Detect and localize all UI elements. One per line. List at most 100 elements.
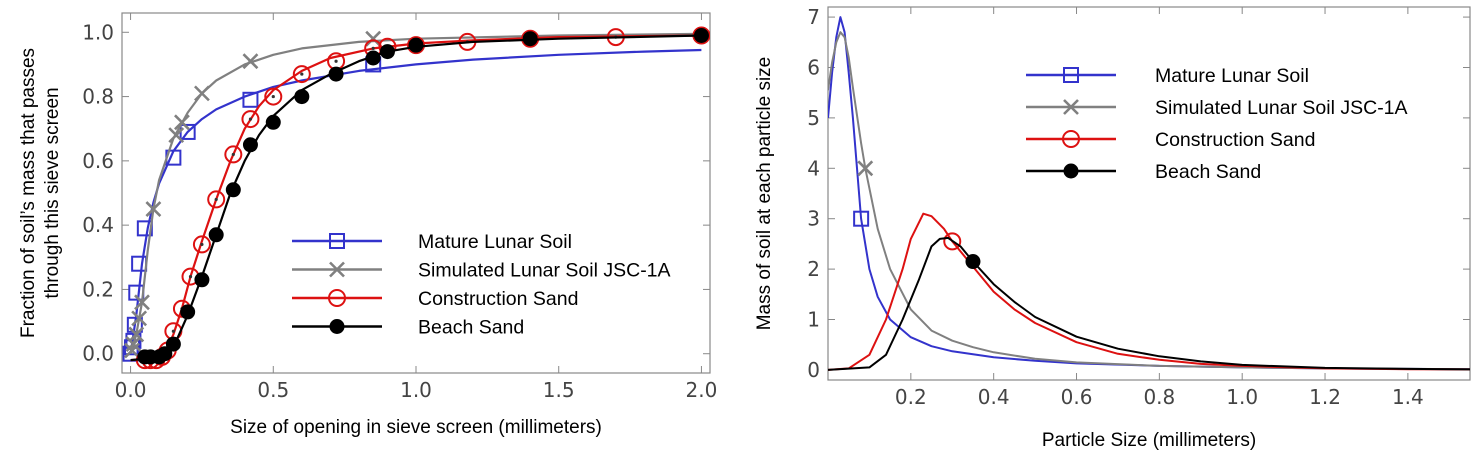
data-point-beach-sand [225, 182, 241, 198]
x-tick-label: 1.2 [1309, 385, 1341, 409]
data-point-beach-sand [693, 28, 709, 43]
data-point-simulated-lunar-soil-jsc-1a [242, 53, 259, 70]
data-point-simulated-lunar-soil-jsc-1a [134, 294, 150, 311]
y-tick-label: 0 [807, 358, 820, 382]
series-simulated-lunar-soil-jsc-1a [828, 31, 1470, 371]
y-tick-label: 0.8 [82, 85, 114, 109]
series-line-construction-sand [130, 34, 702, 362]
y-tick-label: 7 [807, 5, 820, 29]
data-point-beach-sand [294, 89, 310, 105]
y-tick-label: 3 [807, 207, 820, 231]
data-point-simulated-lunar-soil-jsc-1a [145, 201, 162, 217]
legend-label: Beach Sand [1155, 161, 1261, 183]
y-tick-label: 0.2 [82, 277, 114, 301]
data-point-simulated-lunar-soil-jsc-1a [365, 30, 382, 47]
series-line-mature-lunar-soil [828, 16, 1470, 371]
y-tick-label: 0.6 [82, 149, 114, 173]
x-tick-label: 0.6 [1061, 385, 1093, 409]
legend-entry-simulated-lunar-soil-jsc-1a: Simulated Lunar Soil JSC-1A [292, 260, 671, 282]
data-point-mature-lunar-soil [242, 91, 259, 108]
x-tick-label: 1.0 [1226, 385, 1258, 409]
data-point-center [200, 242, 204, 247]
series-line-construction-sand [828, 212, 1470, 371]
data-point-simulated-lunar-soil-jsc-1a [857, 160, 874, 177]
x-tick-label: 0.5 [257, 378, 289, 402]
legend: Mature Lunar Soil Simulated Lunar Soil JS… [292, 231, 671, 339]
data-point-mature-lunar-soil [131, 255, 148, 272]
x-tick-label: 1.4 [1392, 385, 1424, 409]
series-line-simulated-lunar-soil-jsc-1a [129, 32, 702, 355]
legend-entry-construction-sand: Construction Sand [1026, 129, 1315, 151]
data-point-construction-sand [264, 87, 283, 106]
legend-label: Mature Lunar Soil [418, 231, 572, 253]
series-simulated-lunar-soil-jsc-1a [124, 30, 702, 359]
y-tick-label: 2 [807, 257, 820, 281]
x-tick-label: 0.2 [895, 385, 927, 409]
data-point-mature-lunar-soil [853, 210, 870, 227]
legend-marker [1063, 67, 1079, 83]
legend-marker [1062, 130, 1080, 148]
data-point-beach-sand [522, 31, 538, 47]
y-axis-label-line: through this sieve screen [42, 87, 63, 298]
legend-marker [328, 289, 346, 307]
legend-marker [1063, 99, 1079, 115]
sieve-passing-chart: 0.0 0.5 1.0 1.5 2.0 0.0 0.2 0.4 0.6 0.8 1.0 Mature … [18, 12, 718, 438]
data-point-beach-sand [157, 346, 173, 362]
data-point-beach-sand [965, 254, 981, 270]
data-point-construction-sand [192, 235, 211, 254]
data-point-center [248, 117, 253, 121]
data-point-beach-sand [379, 44, 395, 60]
data-point-construction-sand [292, 65, 311, 84]
data-point-construction-sand [207, 190, 226, 209]
x-tick-label: 1.5 [543, 378, 575, 402]
legend-label: Simulated Lunar Soil JSC-1A [418, 260, 671, 282]
x-tick-label: 0.0 [115, 378, 147, 402]
data-point-center [171, 329, 175, 333]
legend: Mature Lunar Soil Simulated Lunar Soil JS… [1026, 65, 1408, 183]
data-point-construction-sand [224, 145, 243, 164]
data-point-beach-sand [265, 114, 281, 130]
y-tick-label: 1.0 [82, 20, 114, 44]
data-point-center [231, 152, 235, 157]
series-mature-lunar-soil [828, 16, 1470, 371]
data-point-beach-sand [180, 304, 196, 320]
data-point-center [334, 59, 338, 63]
x-tick-label: 0.8 [1143, 385, 1175, 409]
x-tick-label: 0.4 [978, 385, 1010, 409]
legend-marker [329, 319, 345, 334]
legend-label: Beach Sand [418, 317, 524, 339]
legend-label: Construction Sand [418, 288, 578, 310]
series-beach-sand [130, 28, 709, 365]
data-point-beach-sand [328, 66, 344, 82]
y-tick-label: 0.4 [82, 213, 114, 237]
particle-size-distribution-chart: 0.2 0.4 0.6 0.8 1.0 1.2 1.4 0 1 2 3 4 5 6 7 Mature Luna… [754, 5, 1471, 451]
legend-entry-mature-lunar-soil: Mature Lunar Soil [1026, 65, 1309, 87]
y-tick-label: 5 [807, 106, 820, 130]
plot-frame [827, 6, 1471, 381]
x-tick-label: 2.0 [686, 378, 718, 402]
legend-entry-mature-lunar-soil: Mature Lunar Soil [292, 231, 572, 253]
legend-entry-beach-sand: Beach Sand [1026, 161, 1261, 183]
data-point-simulated-lunar-soil-jsc-1a [131, 310, 148, 327]
x-tick-label: 1.0 [400, 378, 432, 402]
series-line-mature-lunar-soil [129, 48, 702, 354]
series-line-beach-sand [130, 34, 702, 362]
legend-entry-simulated-lunar-soil-jsc-1a: Simulated Lunar Soil JSC-1A [1026, 97, 1408, 119]
data-point-simulated-lunar-soil-jsc-1a [125, 336, 142, 352]
data-point-beach-sand [165, 336, 181, 352]
data-point-construction-sand [241, 110, 260, 129]
x-axis-label: Particle Size (millimeters) [1042, 430, 1256, 451]
data-point-simulated-lunar-soil-jsc-1a [168, 127, 185, 144]
series-line-beach-sand [828, 236, 1470, 371]
y-axis-label: Mass of soil at each particle size [754, 57, 775, 331]
data-point-simulated-lunar-soil-jsc-1a [194, 85, 210, 102]
legend-entry-beach-sand: Beach Sand [292, 317, 524, 339]
y-tick-label: 0.0 [82, 342, 114, 366]
data-point-center [271, 94, 275, 99]
data-point-simulated-lunar-soil-jsc-1a [128, 326, 145, 343]
data-point-simulated-lunar-soil-jsc-1a [174, 114, 190, 131]
data-point-center [300, 72, 304, 76]
data-point-construction-sand [943, 232, 962, 251]
data-point-center [371, 46, 375, 50]
